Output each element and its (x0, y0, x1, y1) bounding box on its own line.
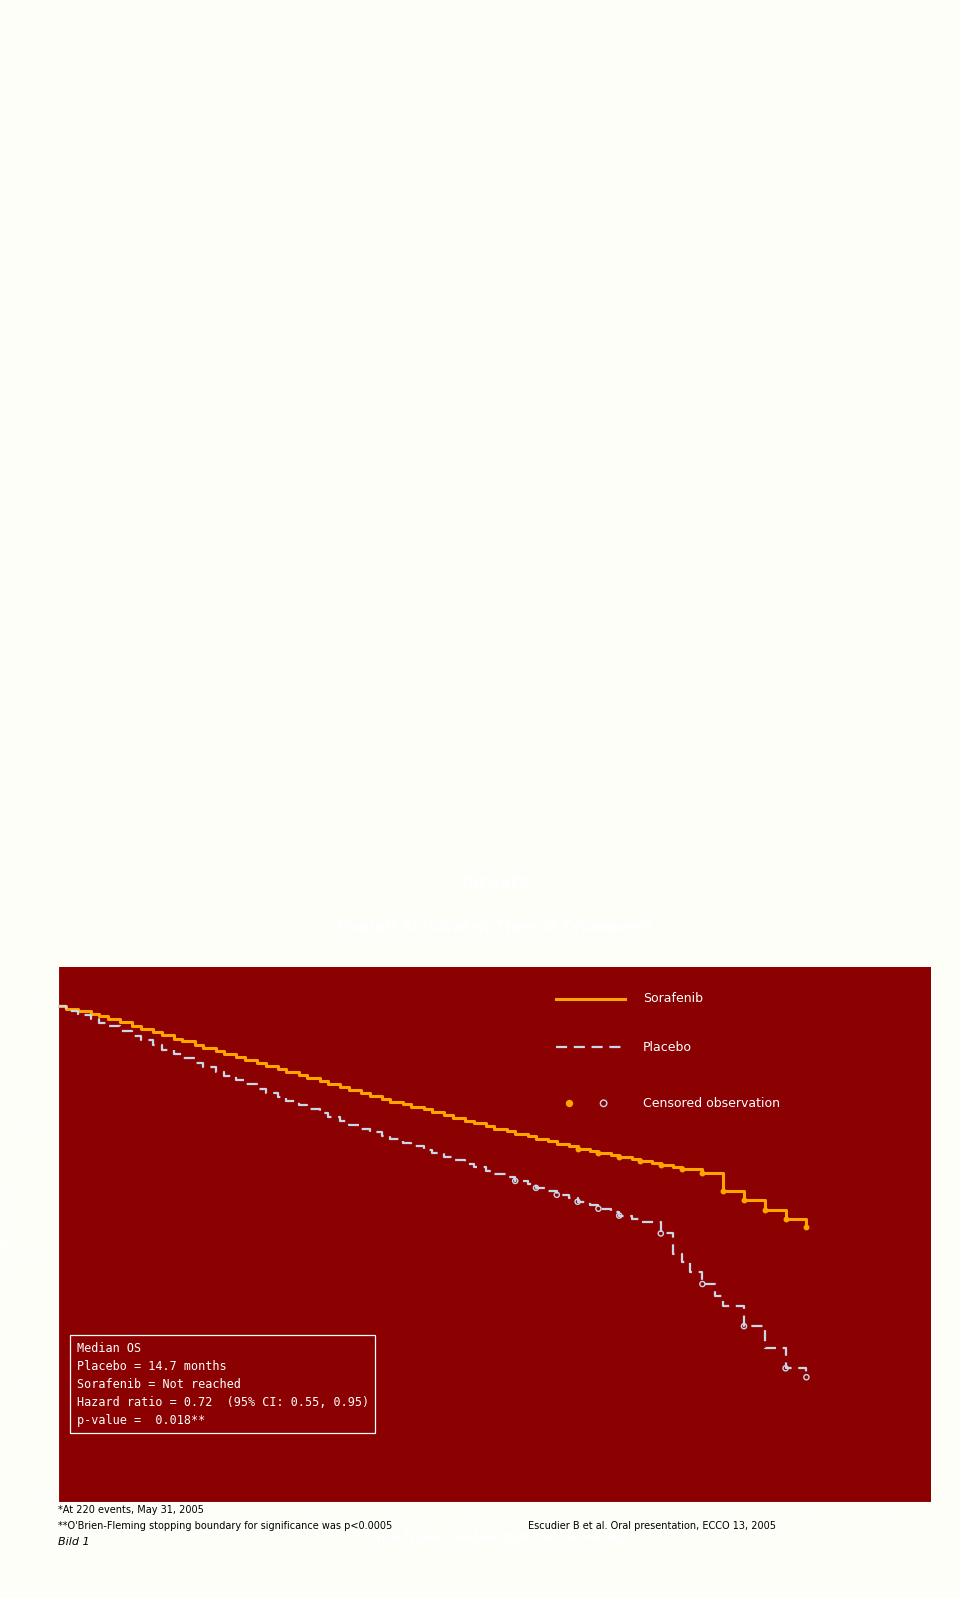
Point (570, 1189, 586, 1214)
Text: Targets: Targets (460, 874, 529, 892)
Point (549, 1183, 564, 1208)
Text: Censored observation: Censored observation (643, 1096, 780, 1109)
Point (799, 1214, 814, 1240)
Y-axis label: Overall Survival: Overall Survival (1, 1181, 13, 1288)
Point (715, 1178, 731, 1203)
Point (778, 1206, 793, 1232)
Text: *At 220 events, May 31, 2005: *At 220 events, May 31, 2005 (58, 1505, 204, 1515)
Point (674, 1157, 689, 1183)
Point (695, 1272, 710, 1298)
Point (736, 1314, 752, 1339)
Point (799, 1365, 814, 1390)
Point (612, 1144, 627, 1170)
Text: Sorafenib: Sorafenib (643, 992, 703, 1005)
X-axis label: Time from randomization (months): Time from randomization (months) (363, 1531, 626, 1544)
Text: Overall Survival at Time of Crossover*: Overall Survival at Time of Crossover* (337, 920, 652, 935)
Text: Escudier B et al. Oral presentation, ECCO 13, 2005: Escudier B et al. Oral presentation, ECC… (528, 1521, 776, 1531)
Point (528, 1175, 543, 1200)
Point (757, 1197, 773, 1222)
Point (612, 1203, 627, 1229)
Point (736, 1187, 752, 1213)
Point (695, 1160, 710, 1186)
Point (570, 1136, 586, 1162)
Point (633, 1149, 648, 1175)
Point (653, 1221, 668, 1246)
Point (590, 1141, 606, 1167)
Text: Bild 1: Bild 1 (58, 1537, 89, 1547)
Text: **O'Brien-Fleming stopping boundary for significance was p<0.0005: **O'Brien-Fleming stopping boundary for … (58, 1521, 392, 1531)
Point (778, 1355, 793, 1381)
Point (76, 1120, 91, 1146)
Point (653, 1152, 668, 1178)
Point (590, 1195, 606, 1221)
Text: Placebo: Placebo (643, 1040, 692, 1053)
Text: Median OS
Placebo = 14.7 months
Sorafenib = Not reached
Hazard ratio = 0.72  (95: Median OS Placebo = 14.7 months Sorafeni… (77, 1341, 369, 1427)
Point (508, 1168, 523, 1194)
Point (74, 1120, 89, 1146)
